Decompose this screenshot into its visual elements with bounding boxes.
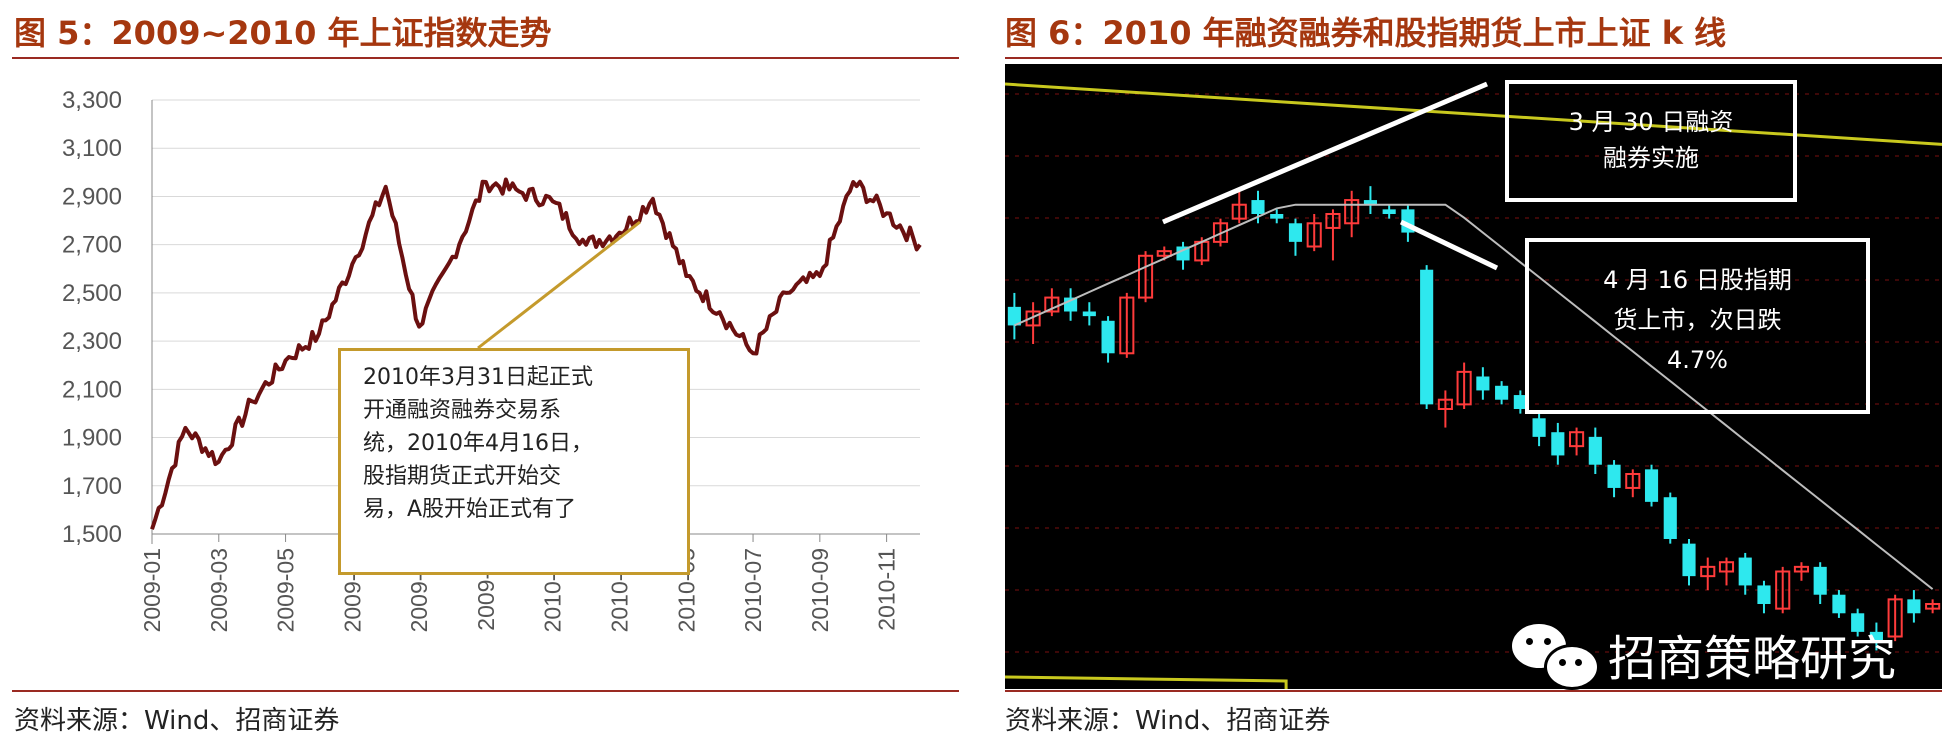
y-tick-label: 2,500 — [62, 280, 122, 307]
callout-line: 4 月 16 日股指期 — [1603, 266, 1792, 294]
y-tick-label: 3,300 — [62, 87, 122, 114]
candle-body — [1663, 497, 1677, 539]
moving-average-lower — [1005, 675, 1288, 689]
candle-body — [1456, 370, 1472, 406]
candle-body — [1775, 570, 1791, 610]
candle-body — [1007, 306, 1021, 326]
x-tick-label: 2010-09 — [807, 548, 833, 632]
left-footer-rule — [12, 690, 959, 692]
candle-body — [1644, 469, 1659, 502]
annotation-line: 开通融资融券交易系 — [363, 398, 562, 423]
annotation-line: 统，2010年4月16日， — [363, 431, 593, 456]
y-tick-label: 2,900 — [62, 183, 122, 210]
trend-line — [1013, 203, 1934, 590]
candle-body — [1832, 594, 1846, 614]
candle-body — [1363, 200, 1377, 205]
candle-body — [1156, 250, 1172, 257]
kline-chart — [1005, 81, 1942, 689]
watermark-text: 招商策略研究 — [1608, 631, 1897, 687]
margin-trading-callout: 3 月 30 日融资 融券实施 — [1505, 80, 1797, 202]
annotation-line: 易，A股开始正式有了 — [363, 497, 577, 522]
moving-average-upper — [1005, 82, 1942, 146]
left-source-note: 资料来源：Wind、招商证券 — [14, 706, 340, 736]
wechat-icon — [1508, 618, 1600, 690]
candle-body — [1607, 464, 1621, 488]
index-series-line — [150, 177, 922, 530]
annotation-line: 股指期货正式开始交 — [363, 464, 562, 489]
candle-body — [1532, 418, 1546, 437]
candle-body — [1176, 246, 1190, 261]
candle-body — [1495, 385, 1509, 400]
candle-body — [1718, 561, 1735, 573]
right-title-rule — [1005, 57, 1942, 59]
annotation-box: 2010年3月31日起正式 开通融资融券交易系 统，2010年4月16日， 股指… — [338, 348, 690, 575]
candle-body — [1625, 473, 1641, 489]
left-chart-title: 图 5：2009~2010 年上证指数走势 — [14, 14, 552, 52]
candle-body — [1476, 376, 1490, 391]
candle-body — [1738, 557, 1752, 586]
candle-body — [1044, 296, 1060, 313]
candle-body — [1551, 432, 1565, 456]
candle-body — [1925, 603, 1941, 610]
x-tick-label: 2010-07 — [740, 548, 766, 632]
y-tick-label: 1,700 — [62, 473, 122, 500]
candle-body — [1025, 310, 1041, 327]
candle-body — [1513, 395, 1527, 409]
x-tick-label: 2009-03 — [206, 548, 232, 632]
candle-body — [1887, 598, 1903, 638]
y-tick-label: 1,900 — [62, 425, 122, 452]
x-tick-label: 2010-11 — [874, 548, 900, 631]
y-tick-label: 2,700 — [62, 232, 122, 259]
candle-body — [1325, 213, 1341, 229]
right-chart-title: 图 6：2010 年融资融券和股指期货上市上证 k 线 — [1005, 14, 1727, 52]
candle-body — [1344, 199, 1360, 225]
candle-body — [1420, 269, 1434, 405]
candle-body — [1288, 223, 1303, 242]
callout-line: 3 月 30 日融资 — [1568, 108, 1734, 136]
candle-body — [1757, 585, 1771, 604]
callout-pointer-1 — [1162, 81, 1488, 225]
candle-body — [1251, 200, 1265, 214]
callout-line: 4.7% — [1667, 346, 1728, 374]
candle-body — [1851, 613, 1865, 632]
candle-body — [1588, 436, 1602, 465]
y-tick-label: 2,300 — [62, 328, 122, 355]
callout-pointer-2 — [1399, 219, 1499, 271]
x-tick-label: 2009-01 — [139, 548, 165, 632]
annotation-pointer — [477, 220, 641, 350]
right-footer-rule — [1005, 690, 1942, 692]
callout-line: 货上市，次日跌 — [1613, 306, 1782, 334]
candle-body — [1212, 222, 1229, 243]
candle-body — [1137, 254, 1154, 299]
candle-body — [1569, 431, 1585, 448]
y-tick-label: 1,500 — [62, 521, 122, 548]
right-source-note: 资料来源：Wind、招商证券 — [1005, 706, 1331, 736]
kline-panel: 3 月 30 日融资 融券实施 4 月 16 日股指期 货上市，次日跌 4.7% — [1005, 64, 1942, 689]
candle-body — [1907, 599, 1921, 614]
candle-body — [1270, 214, 1284, 219]
x-tick-label: 2009-05 — [273, 548, 299, 632]
candle-body — [1793, 565, 1810, 573]
candle-body — [1437, 398, 1453, 411]
candle-body — [1231, 203, 1247, 220]
candle-body — [1101, 320, 1115, 354]
candle-body — [1306, 222, 1322, 248]
candle-body — [1082, 311, 1096, 317]
wechat-watermark: 招商策略研究 — [1508, 618, 1928, 690]
candle-body — [1682, 543, 1696, 577]
callout-line: 融券实施 — [1603, 144, 1699, 172]
index-futures-callout: 4 月 16 日股指期 货上市，次日跌 4.7% — [1525, 238, 1870, 414]
candle-body — [1869, 631, 1883, 642]
candle-body — [1700, 565, 1716, 578]
left-title-rule — [12, 57, 959, 59]
y-tick-label: 3,100 — [62, 135, 122, 162]
annotation-line: 2010年3月31日起正式 — [363, 365, 593, 390]
candle-body — [1119, 296, 1135, 355]
y-tick-label: 2,100 — [62, 376, 122, 403]
candle-body — [1382, 209, 1396, 214]
candle-body — [1813, 566, 1827, 595]
